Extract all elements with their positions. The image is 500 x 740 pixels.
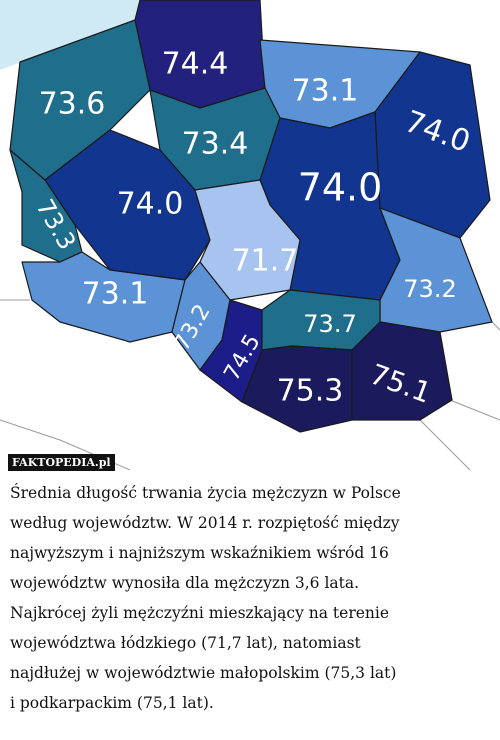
watermark: FAKTOPEDIA.pl [8, 454, 115, 471]
caption: Średnia długość trwania życia mężczyzn w… [10, 478, 496, 718]
caption-line: Średnia długość trwania życia mężczyzn w… [10, 484, 401, 502]
region-label: 73.2 [403, 275, 456, 303]
region [351, 321, 453, 421]
caption-line: i podkarpackim (75,1 lat). [10, 694, 214, 712]
region-label: 74.0 [298, 166, 383, 210]
region-label: 73.1 [82, 277, 149, 312]
region-label: 73.7 [303, 310, 356, 338]
region-label: 73.1 [292, 74, 359, 109]
caption-line: województwa łódzkiego (71,7 lat), natomi… [10, 634, 361, 652]
border [0, 299, 500, 470]
caption-line: według województw. W 2014 r. rozpiętość … [10, 514, 400, 532]
caption-line: Najkrócej żyli mężczyźni mieszkający na … [10, 604, 390, 622]
caption-line: najwyższym i najniższym wskaźnikiem wśró… [10, 544, 389, 562]
region-label: 74.0 [117, 187, 184, 222]
region-label: 73.6 [39, 87, 106, 122]
region-label: 73.4 [182, 127, 249, 162]
sea [0, 0, 140, 70]
region-label: 71.7 [232, 244, 299, 279]
caption-line: województw wynosiła dla mężczyzn 3,6 lat… [10, 574, 360, 592]
region-label: 75.3 [277, 374, 344, 409]
caption-line: najdłużej w województwie małopolskim (75… [10, 664, 397, 682]
region-label: 74.4 [162, 47, 229, 82]
map: 74.4 73.6 73.1 74.0 73.4 74.0 74.0 73.3 … [0, 0, 500, 470]
